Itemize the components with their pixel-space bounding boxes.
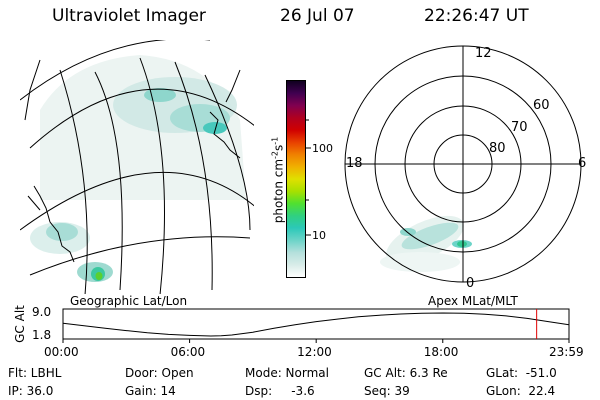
altitude-series-line xyxy=(62,312,570,337)
mlt-label-0: 0 xyxy=(466,276,475,291)
mlt-label-6: 6 xyxy=(578,156,587,171)
colorbar-tick-10: 10 xyxy=(312,229,326,242)
unit-text: photon cm xyxy=(271,158,286,224)
chart-frame xyxy=(62,308,570,340)
colorbar-unit-label: photon cm-2s-1 xyxy=(271,137,286,224)
geographic-label: Geographic Lat/Lon xyxy=(70,294,188,308)
glon-status: GLon: 22.4 xyxy=(486,384,556,398)
door-status: Door: Open xyxy=(125,366,194,380)
date-label: 26 Jul 07 xyxy=(280,6,355,26)
x-tick-marks xyxy=(62,339,570,343)
mlat-label-70: 70 xyxy=(511,120,528,135)
gain-status: Gain: 14 xyxy=(125,384,176,398)
x-tick-label: 06:00 xyxy=(170,345,206,359)
mode-status: Mode: Normal xyxy=(245,366,329,380)
geographic-map xyxy=(20,40,254,294)
altitude-series-layer xyxy=(62,309,570,339)
filter-status: Flt: LBHL xyxy=(8,366,62,380)
seq-status: Seq: 39 xyxy=(364,384,410,398)
mlt-label-12: 12 xyxy=(475,46,492,61)
y-axis-label: GC Alt xyxy=(13,305,27,343)
apex-label: Apex MLat/MLT xyxy=(428,294,518,308)
polar-grid xyxy=(344,45,582,283)
colorbar-tick-100: 100 xyxy=(312,142,333,155)
y-tick-label: 9.0 xyxy=(32,305,52,319)
mlat-label-60: 60 xyxy=(533,98,550,113)
instrument-title: Ultraviolet Imager xyxy=(52,6,206,26)
altitude-timeline-chart xyxy=(62,308,570,343)
unit-exp2: -1 xyxy=(270,136,280,145)
unit-s: s xyxy=(271,144,286,151)
y-tick-label: 1.8 xyxy=(32,328,52,342)
dsp-status: Dsp: -3.6 xyxy=(245,384,315,398)
glat-status: GLat: -51.0 xyxy=(486,366,557,380)
polar-plot xyxy=(344,45,582,283)
coastline xyxy=(24,59,241,263)
x-tick-label: 23:59 xyxy=(549,345,584,359)
auroral-emission-polar xyxy=(380,215,472,272)
x-tick-label: 18:00 xyxy=(423,345,459,359)
mlt-label-18: 18 xyxy=(346,156,363,171)
map-graticule xyxy=(20,40,254,294)
unit-exp1: -2 xyxy=(270,150,280,159)
ip-status: IP: 36.0 xyxy=(8,384,54,398)
colorbar xyxy=(286,80,306,278)
auroral-emission-geographic xyxy=(30,55,246,282)
x-tick-label: 12:00 xyxy=(297,345,332,359)
gcalt-status: GC Alt: 6.3 Re xyxy=(364,366,448,380)
time-label: 22:26:47 UT xyxy=(424,6,529,26)
colorbar-axis xyxy=(306,119,311,236)
mlat-label-80: 80 xyxy=(489,141,506,156)
x-tick-label: 00:00 xyxy=(44,345,79,359)
